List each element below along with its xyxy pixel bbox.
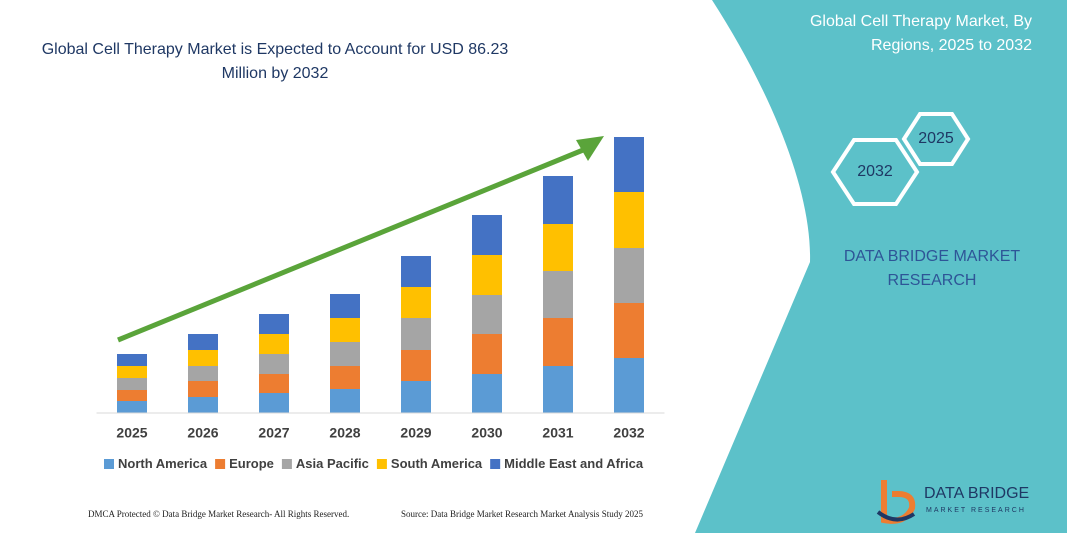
legend-swatch [104, 459, 114, 469]
logo-sub: MARKET RESEARCH [926, 507, 1026, 514]
brand-text: RESEARCH [888, 272, 977, 289]
x-tick-label: 2026 [187, 425, 218, 441]
hexagon [901, 112, 971, 166]
bar-segment [472, 255, 502, 295]
legend-swatch [490, 459, 501, 469]
legend-label: North America [118, 456, 208, 471]
bar-segment [117, 366, 147, 378]
logo: DATA BRIDGE MARKET RESEARCH [876, 480, 1029, 524]
bar-segment [259, 314, 289, 334]
bar-segment [543, 176, 573, 224]
logo-icon [876, 510, 916, 522]
logo-name: DATA BRIDGE [924, 485, 1029, 502]
legend-label: Asia Pacific [296, 456, 369, 471]
trend-arrow [117, 145, 589, 343]
x-tick-label: 2027 [258, 425, 289, 441]
bar-segment [259, 334, 289, 354]
bar-segment [614, 248, 644, 303]
x-tick-label: 2029 [400, 425, 431, 441]
bar-segment [614, 137, 644, 192]
bar-segment [188, 350, 218, 366]
hexagon-label: 2032 [857, 163, 893, 180]
bar-segment [401, 318, 431, 350]
bar-segment [188, 366, 218, 381]
bar-segment [330, 342, 360, 366]
bar-segment [401, 350, 431, 381]
bar-segment [472, 215, 502, 255]
bar-segment [543, 318, 573, 366]
bar-segment [401, 256, 431, 287]
chart-title: Million by 2032 [222, 65, 329, 82]
legend-swatch [281, 459, 292, 469]
legend-swatch [215, 459, 226, 469]
bar-segment [543, 366, 573, 413]
bar-segment [401, 287, 431, 318]
x-tick-label: 2028 [329, 425, 360, 441]
bar-segment [543, 271, 573, 318]
bar-segment [330, 389, 360, 413]
bar-segment [188, 381, 218, 397]
bar-segment [614, 358, 644, 413]
side-panel [695, 0, 1067, 533]
bar-segment [472, 374, 502, 413]
bar-segment [117, 354, 147, 366]
bar-segment [259, 393, 289, 413]
bar-segment [188, 397, 218, 413]
x-tick-label: 2031 [542, 425, 573, 441]
bar-segment [543, 224, 573, 271]
bar-segment [117, 390, 147, 401]
bar-segment [330, 366, 360, 389]
x-tick-label: 2030 [471, 425, 502, 441]
bar-segment [472, 295, 502, 334]
legend-label: Europe [229, 456, 274, 471]
bar-segment [188, 334, 218, 350]
bar-segment [614, 303, 644, 358]
footer-text: Source: Data Bridge Market Research Mark… [401, 509, 643, 519]
chart-title: Global Cell Therapy Market is Expected t… [42, 41, 509, 58]
legend-label: South America [391, 456, 483, 471]
brand-text: DATA BRIDGE MARKET [844, 248, 1021, 265]
x-tick-label: 2032 [613, 425, 644, 441]
legend-swatch [376, 459, 387, 469]
panel-title: Regions, 2025 to 2032 [871, 37, 1032, 54]
bar-segment [117, 378, 147, 390]
footer-text: DMCA Protected © Data Bridge Market Rese… [88, 509, 349, 519]
bar-segment [259, 374, 289, 393]
bar-segment [330, 318, 360, 342]
hexagon [830, 138, 920, 206]
hexagon-label: 2025 [918, 130, 954, 147]
bar-segment [117, 401, 147, 413]
plot-area: 2025 2026 2027 2028 2029 2030 2031 2032 North Am… [96, 137, 665, 471]
bar-segment [614, 192, 644, 248]
panel-title: Global Cell Therapy Market, By [810, 13, 1032, 30]
bar-segment [472, 334, 502, 374]
bar-segment [330, 294, 360, 318]
legend-label: Middle East and Africa [504, 456, 644, 471]
bar-segment [401, 381, 431, 413]
x-tick-label: 2025 [116, 425, 147, 441]
bar-segment [259, 354, 289, 374]
arrow-head [576, 136, 604, 161]
